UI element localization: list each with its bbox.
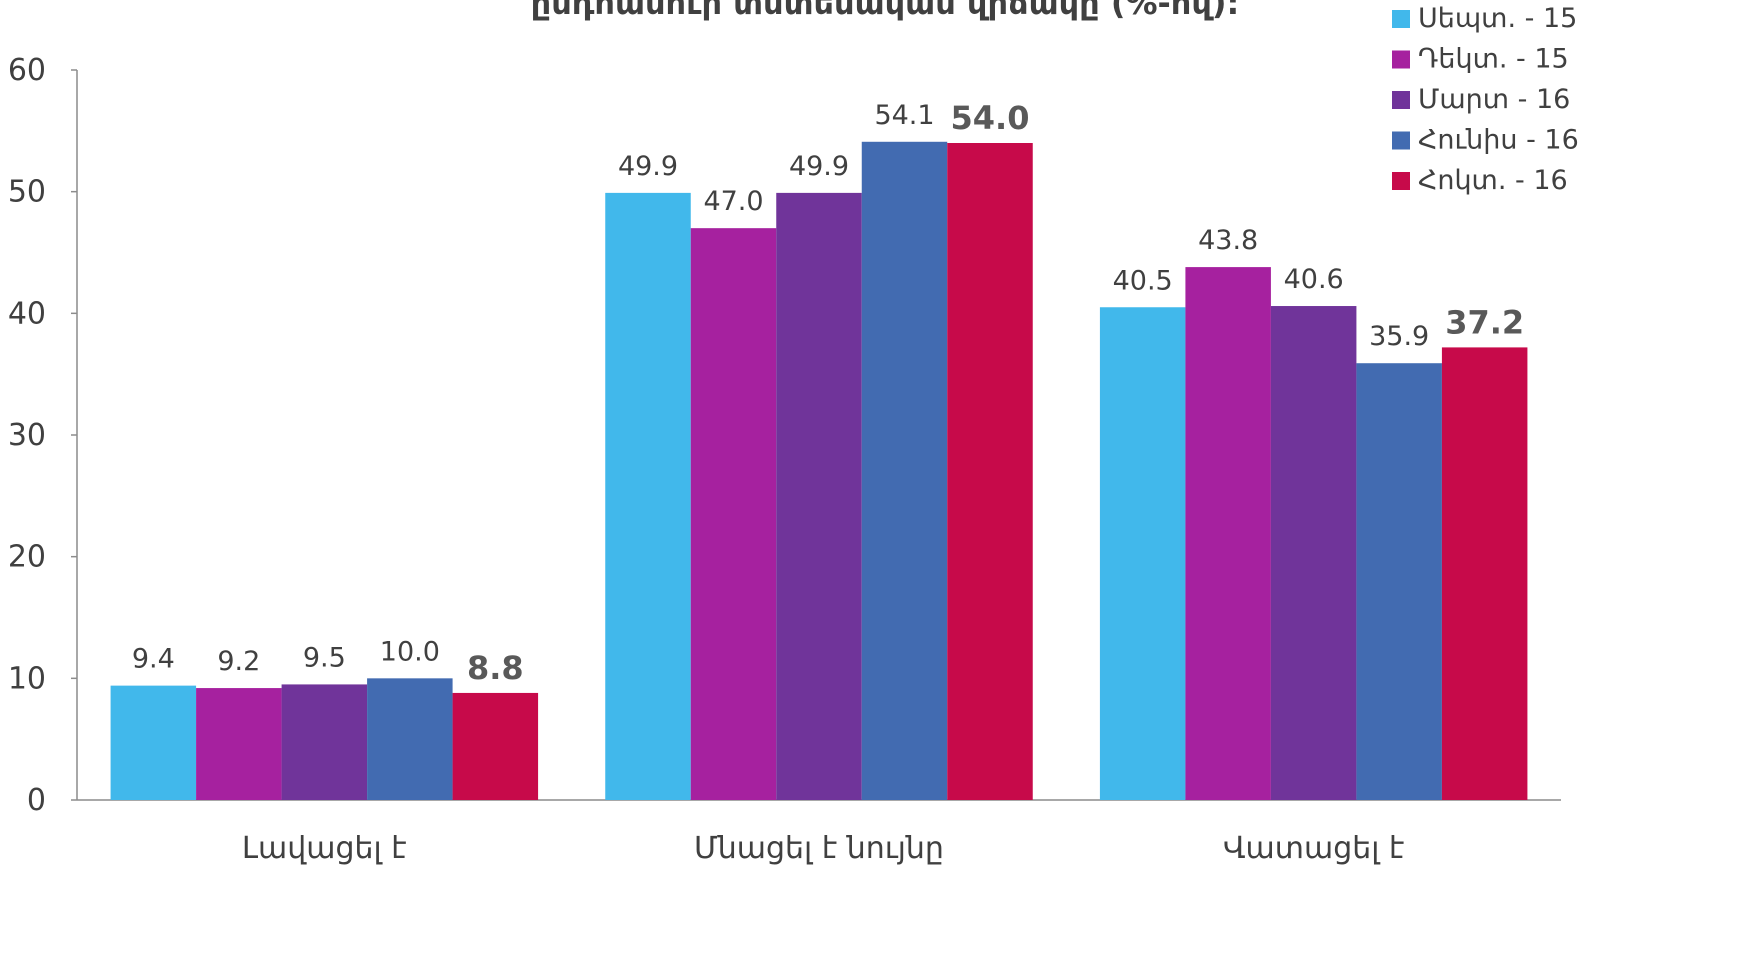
y-tick-label: 20 — [8, 540, 46, 575]
legend: Սեպտ. - 15 Դեկտ. - 15 Մարտ - 16 Հունիս - 16… — [1392, 3, 1579, 196]
y-tick-label: 30 — [8, 418, 46, 453]
legend-label: Սեպտ. - 15 — [1418, 3, 1577, 34]
legend-swatch — [1392, 172, 1410, 190]
data-label: 47.0 — [703, 186, 763, 217]
data-label: 40.5 — [1113, 265, 1173, 296]
data-label: 8.8 — [467, 649, 524, 687]
bar — [367, 678, 453, 800]
bar — [690, 228, 777, 800]
data-label: 49.9 — [789, 151, 849, 182]
bar — [1185, 267, 1271, 801]
data-label: 40.6 — [1284, 264, 1344, 295]
bar — [110, 685, 197, 800]
x-axis: Լավացել է Մնացել է նույնը Վատացել է — [77, 799, 1561, 866]
data-label: 37.2 — [1445, 303, 1524, 341]
data-label: 49.9 — [618, 151, 678, 182]
data-label: 9.5 — [303, 642, 346, 673]
bar — [1441, 347, 1528, 800]
bar — [1099, 307, 1186, 800]
bar — [1356, 363, 1442, 800]
bar — [1270, 306, 1357, 800]
legend-label: Մարտ - 16 — [1418, 84, 1570, 115]
data-label: 35.9 — [1369, 321, 1429, 352]
bar — [196, 688, 282, 800]
legend-swatch — [1392, 131, 1410, 150]
data-label: 9.4 — [132, 644, 175, 675]
y-tick-label: 0 — [27, 783, 46, 818]
data-label: 10.0 — [380, 636, 440, 667]
legend-swatch — [1392, 10, 1410, 28]
y-tick-label: 40 — [8, 296, 46, 331]
legend-swatch — [1392, 91, 1410, 109]
y-axis: 0 10 20 30 40 50 60 — [8, 53, 78, 818]
y-tick-label: 50 — [8, 175, 46, 210]
bar — [452, 692, 539, 800]
bar — [605, 192, 691, 801]
bar — [861, 141, 948, 801]
category-label: Վատացել է — [1223, 831, 1404, 866]
y-tick-label: 60 — [8, 53, 46, 88]
data-labels: 9.4 9.2 9.5 10.0 8.8 49.9 47.0 49.9 54.1 54.0 40.5… — [132, 99, 1524, 687]
legend-label: Դեկտ. - 15 — [1418, 44, 1569, 75]
category-label: Լավացել է — [242, 831, 407, 866]
legend-swatch — [1392, 50, 1410, 69]
bar — [776, 192, 862, 801]
bar — [947, 143, 1033, 800]
data-label: 54.1 — [874, 100, 934, 131]
data-label: 9.2 — [217, 646, 260, 677]
data-label: 43.8 — [1198, 225, 1258, 256]
bars — [110, 141, 1528, 801]
y-tick-label: 10 — [8, 661, 46, 696]
chart-title: ընդհանուր տնտեսական վիճակը (%-ով): — [531, 0, 1240, 22]
data-label: 54.0 — [951, 99, 1030, 137]
legend-label: Հոկտ. - 16 — [1418, 165, 1568, 196]
category-label: Մնացել է նույնը — [694, 831, 944, 866]
bar — [281, 684, 368, 800]
legend-label: Հունիս - 16 — [1418, 125, 1579, 156]
